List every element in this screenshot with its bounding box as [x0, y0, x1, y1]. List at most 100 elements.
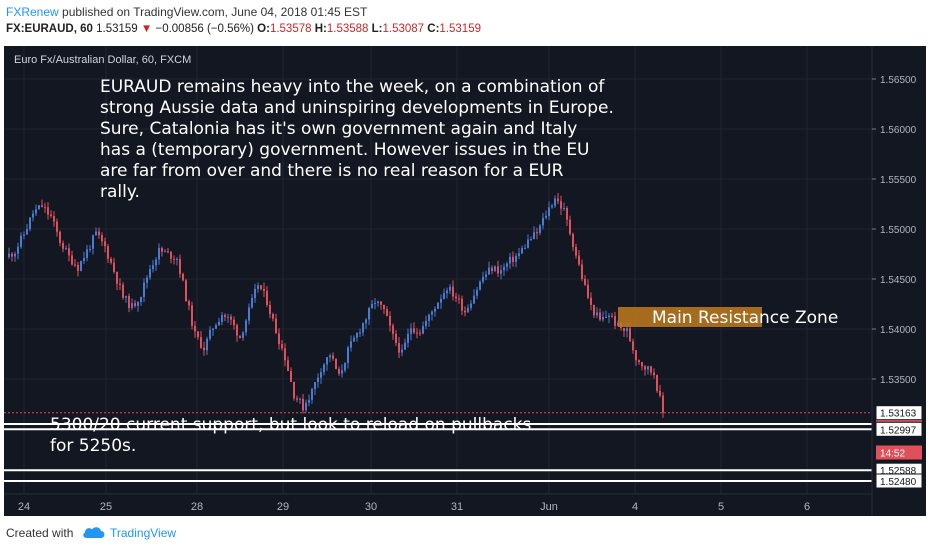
candle-body [458, 298, 460, 300]
candle-body [515, 255, 517, 262]
candle-body [431, 311, 433, 315]
price-tick-label: 1.53500 [880, 375, 917, 386]
candle-body [401, 349, 403, 353]
candle-body [308, 399, 310, 403]
candle-body [365, 319, 367, 324]
candle-body [479, 281, 481, 290]
candle-body [350, 341, 352, 348]
candle-body [482, 276, 484, 282]
support-note[interactable]: 5300/20 current support, but look to rel… [50, 415, 537, 456]
time-tick-label: 31 [451, 501, 463, 513]
candle-body [503, 266, 505, 271]
candle-body [473, 295, 475, 304]
time-tick-label: 6 [804, 501, 810, 513]
close-value: 1.53159 [439, 23, 481, 35]
candle-body [563, 208, 565, 210]
candle-body [257, 285, 259, 289]
publication-line: FXRenew published on TradingView.com, Ju… [6, 5, 367, 19]
candle-body [548, 207, 550, 216]
horizontal-levels[interactable] [4, 412, 872, 482]
candle-body [83, 258, 85, 261]
candle-body [659, 390, 661, 396]
candle-body [14, 253, 16, 257]
candle-body [314, 382, 316, 390]
candle-body [35, 209, 37, 214]
candle-body [122, 284, 124, 298]
candle-body [317, 377, 319, 383]
candle-body [254, 288, 256, 299]
candle-body [359, 332, 361, 334]
candle-body [539, 225, 541, 234]
candle-body [98, 231, 100, 236]
candle-body [191, 305, 193, 326]
candle-body [269, 305, 271, 314]
candle-body [131, 303, 133, 309]
candle-body [578, 255, 580, 265]
resistance-zone-box[interactable] [618, 307, 762, 327]
candle-body [353, 337, 355, 342]
commentary-line: rally. [100, 182, 140, 202]
candle-body [407, 333, 409, 343]
candle-body [107, 246, 109, 259]
candle-body [662, 395, 664, 413]
candle-body [404, 342, 406, 350]
candle-body [470, 303, 472, 308]
candle-body [344, 363, 346, 371]
time-tick-label: 30 [365, 501, 377, 513]
candle-body [446, 290, 448, 294]
low-label: L: [371, 23, 383, 35]
low-value: 1.53087 [382, 23, 425, 35]
candle-body [545, 215, 547, 218]
created-with-text: Created with [6, 526, 74, 540]
candle-body [491, 267, 493, 271]
candle-body [293, 381, 295, 399]
time-tick-label: 5 [718, 501, 724, 513]
candle-body [221, 315, 223, 322]
author-link[interactable]: FXRenew [6, 5, 59, 19]
candle-body [188, 301, 190, 306]
candle-body [362, 323, 364, 333]
commentary-note[interactable]: EURAUD remains heavy into the week, on a… [100, 77, 619, 202]
candle-body [380, 301, 382, 305]
candle-body [593, 304, 595, 316]
time-tick-label: 25 [100, 501, 112, 513]
candle-body [347, 347, 349, 364]
candle-body [32, 213, 34, 218]
price-chart[interactable]: Euro Fx/Australian Dollar, 60, FXCM Main… [4, 46, 926, 516]
candle-body [305, 402, 307, 411]
candle-body [464, 310, 466, 313]
price-marker-label: 1.53163 [880, 409, 917, 420]
chart-area[interactable] [4, 46, 926, 516]
candle-body [113, 262, 115, 272]
price-axis-ticks: 1.56500 1.56000 1.55500 1.55000 1.54500 1.540… [872, 75, 917, 386]
candle-body [521, 248, 523, 254]
candle-body [11, 253, 13, 257]
candle-body [182, 273, 184, 281]
candle-body [332, 355, 334, 359]
candle-body [557, 198, 559, 202]
support-line: 5300/20 current support, but look to rel… [50, 415, 532, 435]
candle-body [437, 302, 439, 309]
candle-body [368, 308, 370, 320]
candle-body [614, 316, 616, 326]
price-axis[interactable] [872, 46, 926, 516]
candle-body [329, 355, 331, 358]
candle-body [443, 293, 445, 299]
candle-body [608, 315, 610, 317]
candle-body [242, 332, 244, 338]
price-change: −0.00856 (−0.56%) [155, 23, 254, 35]
candle-body [155, 259, 157, 266]
price-tick-label: 1.54000 [880, 325, 917, 336]
price-tick-label: 1.55500 [880, 175, 917, 186]
candle-body [377, 301, 379, 303]
ohlc-line: FX:EURAUD, 60 1.53159 ▼ −0.00856 (−0.56%… [6, 23, 481, 35]
tradingview-link[interactable]: TradingView [110, 526, 177, 540]
candle-body [611, 315, 613, 317]
price-marker [876, 445, 922, 460]
candle-body [500, 270, 502, 274]
candle-body [218, 321, 220, 326]
candle-body [605, 316, 607, 318]
candle-body [374, 302, 376, 304]
candle-body [125, 296, 127, 298]
